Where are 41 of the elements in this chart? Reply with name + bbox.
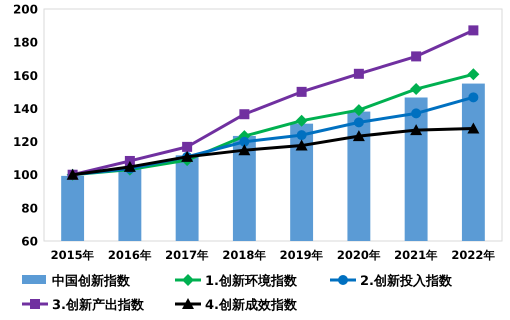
point bbox=[410, 83, 422, 96]
point bbox=[239, 109, 250, 120]
point bbox=[354, 117, 364, 128]
y-tick-label: 120 bbox=[12, 135, 38, 150]
point bbox=[411, 108, 422, 118]
legend-label: 中国创新指数 bbox=[52, 273, 131, 289]
point bbox=[468, 25, 478, 36]
y-tick-label: 60 bbox=[21, 234, 38, 248]
y-tick-label: 140 bbox=[12, 102, 38, 116]
point bbox=[467, 68, 480, 80]
x-tick-label: 2021年 bbox=[394, 248, 438, 262]
x-tick-label: 2017年 bbox=[165, 248, 210, 262]
point bbox=[296, 140, 308, 151]
point bbox=[296, 86, 307, 97]
y-tick-label: 160 bbox=[12, 68, 38, 83]
point bbox=[411, 51, 422, 62]
x-tick-label: 2020年 bbox=[336, 248, 381, 262]
point bbox=[239, 136, 250, 147]
point bbox=[352, 104, 365, 116]
point bbox=[296, 114, 308, 127]
point bbox=[182, 142, 192, 152]
x-tick-label: 2015年 bbox=[50, 248, 95, 262]
point bbox=[296, 130, 307, 140]
legend-label: 3.创新产出指数 bbox=[52, 297, 145, 313]
legend-label: 4.创新成效指数 bbox=[205, 297, 298, 313]
x-tick-label: 2019年 bbox=[280, 248, 324, 262]
y-tick-label: 100 bbox=[12, 168, 38, 182]
point bbox=[410, 124, 422, 136]
x-tick-label: 2016年 bbox=[108, 248, 152, 262]
point bbox=[467, 122, 480, 134]
y-tick-label: 180 bbox=[12, 36, 38, 50]
x-tick-label: 2022年 bbox=[451, 248, 496, 262]
y-tick-label: 80 bbox=[21, 201, 38, 216]
point bbox=[354, 68, 364, 79]
point bbox=[352, 130, 365, 142]
legend-label: 1.创新环境指数 bbox=[205, 273, 298, 289]
point bbox=[468, 92, 478, 102]
x-tick-label: 2018年 bbox=[222, 248, 266, 262]
legend-label: 2.创新投入指数 bbox=[360, 273, 453, 289]
point bbox=[238, 144, 250, 156]
y-tick-label: 200 bbox=[12, 2, 38, 16]
